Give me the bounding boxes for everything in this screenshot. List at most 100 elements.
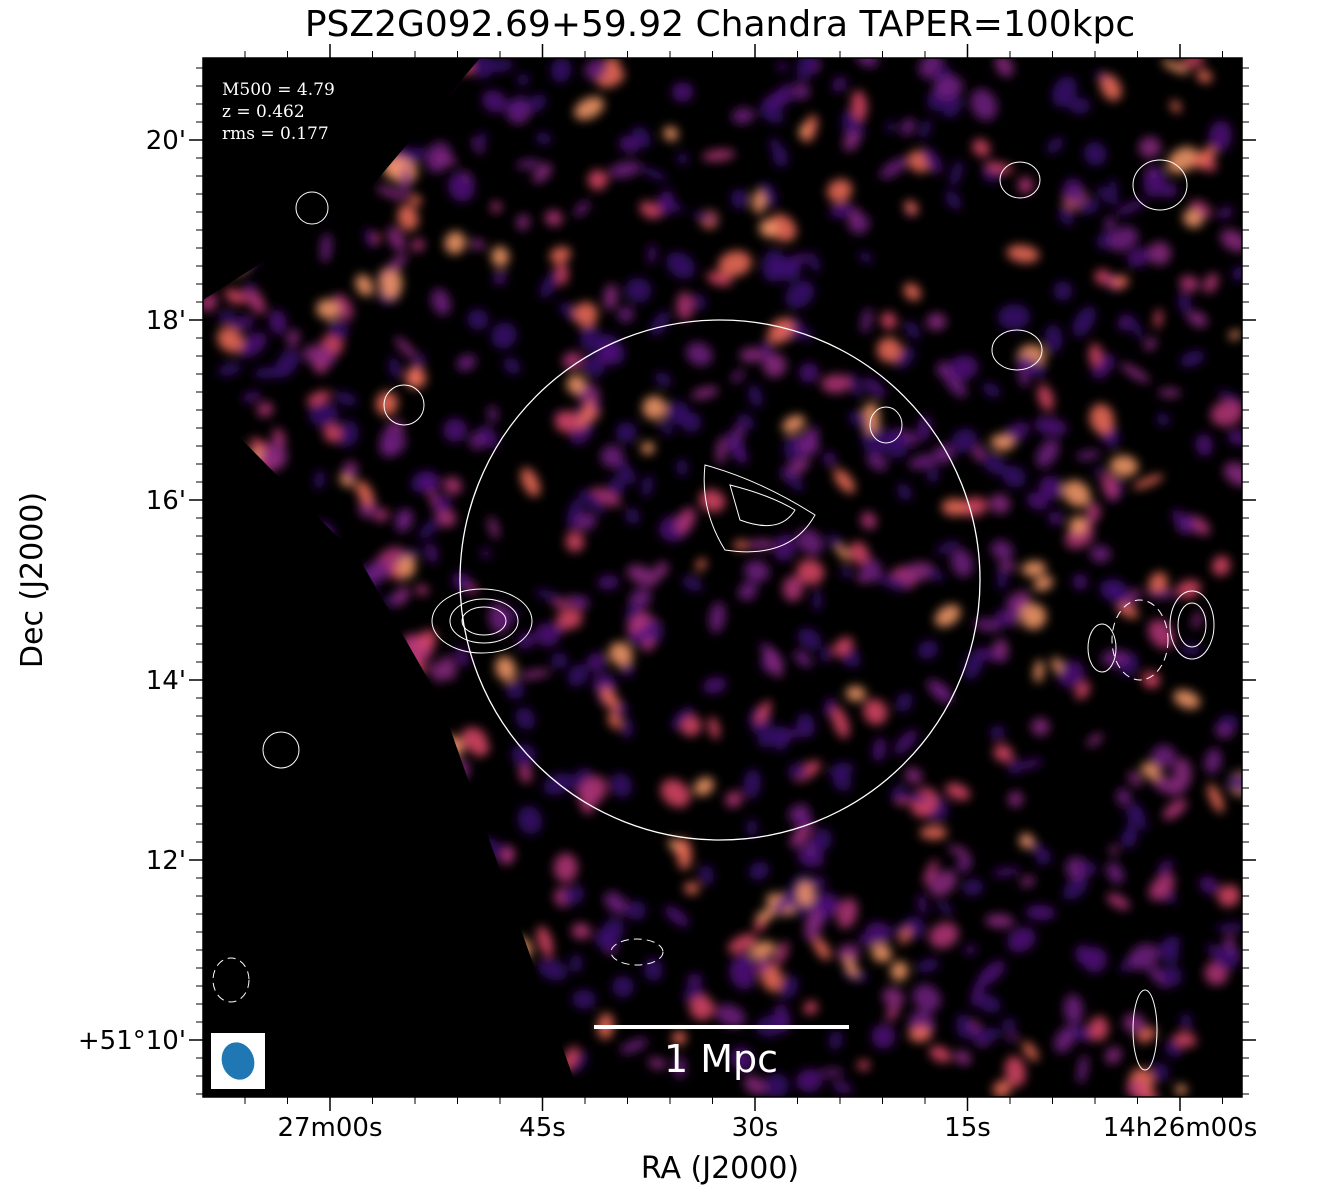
emission-blob: [1062, 877, 1088, 900]
contour: [1169, 590, 1215, 660]
emission-blob: [1026, 492, 1048, 510]
emission-blob: [672, 1030, 687, 1046]
emission-blob: [1204, 748, 1222, 775]
emission-blob: [642, 395, 667, 420]
emission-blob: [1146, 589, 1177, 599]
emission-blob: [671, 82, 694, 102]
emission-blob: [597, 575, 620, 590]
emission-blob: [397, 204, 419, 231]
emission-blob: [1031, 717, 1050, 736]
emission-blob: [708, 716, 720, 740]
emission-blob: [945, 782, 971, 801]
emission-blob: [715, 437, 727, 465]
emission-blob: [978, 960, 1006, 986]
emission-blob: [626, 900, 646, 921]
emission-blob: [768, 257, 802, 282]
emission-blob: [747, 539, 776, 550]
emission-blob: [992, 867, 1021, 877]
emission-blob: [1063, 994, 1084, 1025]
emission-blob: [743, 1075, 766, 1095]
emission-blob: [810, 828, 832, 852]
emission-blob: [1072, 573, 1088, 590]
emission-blob: [744, 560, 770, 583]
emission-blob: [973, 444, 986, 462]
y-tick-label: 12': [146, 846, 186, 876]
emission-blob: [1090, 545, 1111, 563]
emission-blob: [342, 461, 358, 479]
emission-blob: [375, 508, 389, 522]
emission-blob: [876, 337, 902, 363]
emission-blob: [488, 516, 499, 539]
emission-blob: [627, 611, 651, 634]
emission-blob: [550, 58, 572, 83]
emission-blob: [950, 548, 974, 578]
emission-blob: [739, 347, 765, 363]
emission-blob: [730, 1046, 754, 1072]
emission-blob: [603, 283, 618, 311]
emission-blob: [383, 595, 395, 607]
emission-blob: [566, 374, 586, 394]
emission-blob: [1089, 403, 1114, 434]
emission-blob: [782, 415, 805, 433]
emission-blob: [676, 291, 694, 321]
emission-blob: [928, 922, 959, 949]
emission-blob: [400, 165, 411, 196]
emission-blob: [782, 575, 804, 602]
emission-blob: [727, 933, 757, 954]
emission-blob: [792, 82, 810, 100]
emission-blob: [923, 859, 938, 886]
emission-blob: [879, 157, 909, 179]
emission-blob: [1022, 1041, 1039, 1062]
emission-blob: [748, 384, 763, 408]
emission-blob: [820, 646, 831, 663]
emission-blob: [862, 377, 886, 398]
emission-blob: [843, 130, 860, 152]
emission-blob: [660, 779, 691, 808]
emission-blob: [608, 711, 622, 729]
emission-blob: [1160, 936, 1181, 953]
emission-blob: [641, 474, 654, 498]
emission-blob: [802, 114, 818, 143]
emission-blob: [570, 953, 583, 973]
emission-blob: [217, 327, 244, 353]
emission-blob: [579, 324, 600, 352]
emission-blob: [776, 61, 788, 72]
emission-blob: [577, 399, 596, 429]
emission-blob: [303, 344, 337, 367]
emission-blob: [772, 895, 794, 914]
emission-blob: [664, 905, 690, 927]
emission-blob: [895, 692, 913, 712]
emission-blob: [268, 309, 287, 335]
emission-blob: [1048, 511, 1064, 526]
emission-blob: [671, 707, 695, 730]
emission-blob: [1203, 273, 1219, 293]
emission-blob: [625, 507, 640, 525]
emission-blob: [376, 185, 407, 200]
emission-blob: [1038, 475, 1063, 501]
emission-blob: [387, 253, 408, 273]
emission-blob: [832, 1081, 853, 1094]
emission-blob: [323, 424, 342, 443]
y-tick-label: 16': [146, 486, 186, 516]
emission-blob: [860, 511, 877, 530]
emission-blob: [605, 58, 620, 72]
emission-blob: [904, 320, 921, 340]
emission-blob: [933, 75, 964, 99]
emission-blob: [1143, 166, 1166, 198]
emission-blob: [1144, 337, 1157, 351]
emission-blob: [1062, 480, 1091, 507]
emission-blob: [364, 228, 377, 248]
emission-blob: [625, 277, 652, 303]
emission-blob: [781, 466, 804, 492]
emission-blob: [829, 1030, 843, 1051]
emission-blob: [610, 772, 633, 798]
emission-blob: [1211, 555, 1231, 576]
emission-blob: [962, 878, 984, 896]
emission-blob: [520, 467, 541, 497]
emission-blob: [621, 717, 633, 739]
emission-blob: [871, 1024, 896, 1049]
emission-blob: [591, 487, 621, 507]
emission-blob: [900, 118, 916, 136]
emission-blob: [977, 994, 1001, 1013]
emission-blob: [537, 958, 568, 981]
